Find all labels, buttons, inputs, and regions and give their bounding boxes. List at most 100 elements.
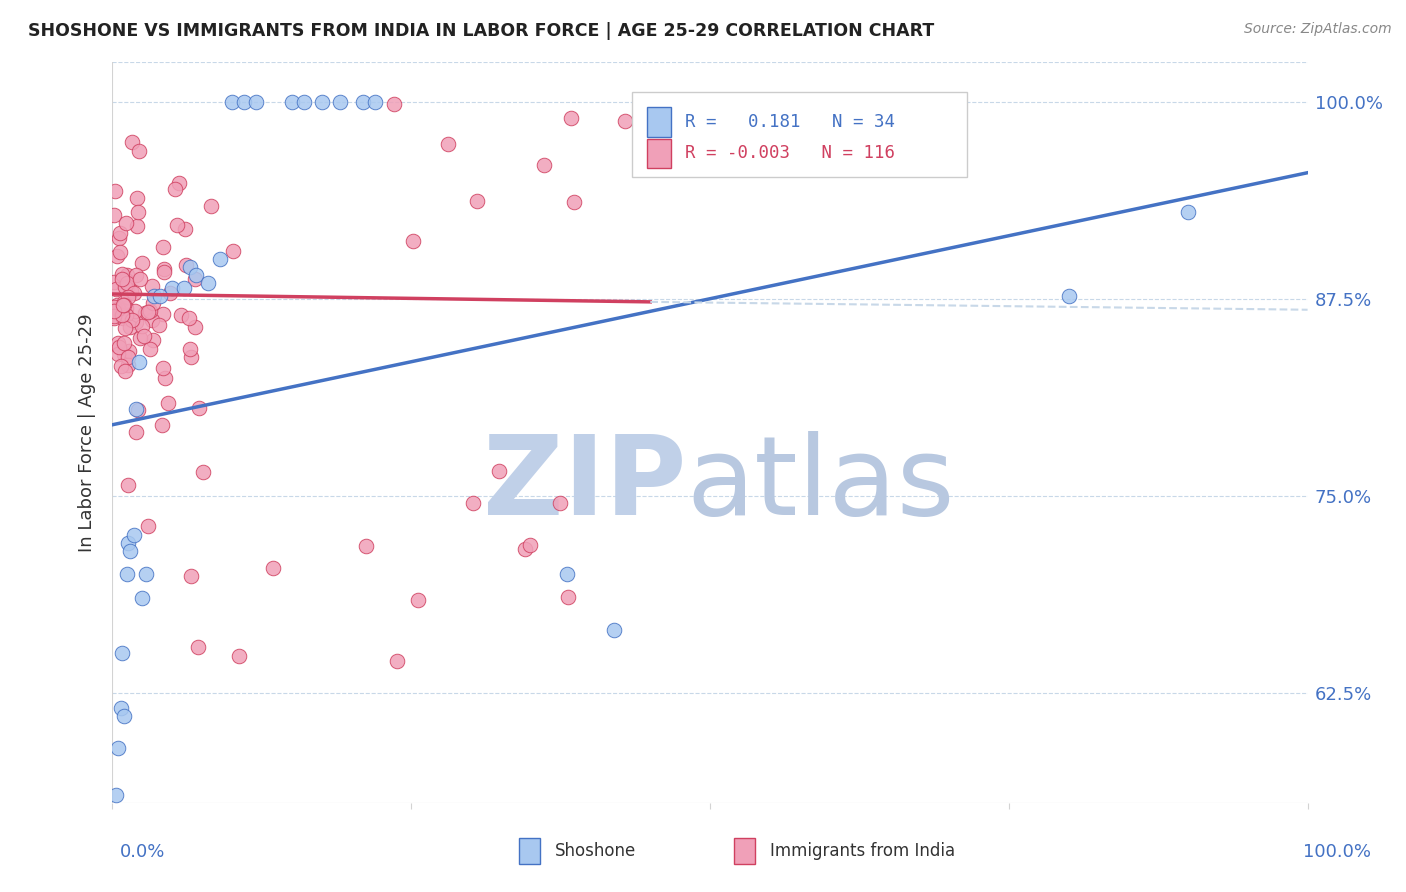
- Text: Source: ZipAtlas.com: Source: ZipAtlas.com: [1244, 22, 1392, 37]
- Point: [354, 539, 377, 553]
- Point: [115, 216, 138, 230]
- Point: [120, 543, 142, 558]
- Point: [233, 95, 256, 109]
- Point: [131, 319, 153, 334]
- Point: [142, 334, 165, 348]
- Point: [179, 343, 201, 357]
- Point: [114, 308, 136, 322]
- Text: R = -0.003   N = 116: R = -0.003 N = 116: [685, 145, 896, 162]
- Point: [402, 234, 425, 248]
- Point: [111, 646, 134, 660]
- Text: 0.0%: 0.0%: [120, 843, 165, 861]
- Point: [560, 112, 582, 126]
- Text: atlas: atlas: [686, 431, 955, 538]
- FancyBboxPatch shape: [734, 838, 755, 863]
- Point: [519, 538, 541, 552]
- Point: [108, 340, 131, 354]
- Point: [152, 307, 174, 321]
- Point: [129, 272, 152, 286]
- Point: [124, 303, 146, 318]
- Point: [387, 654, 409, 668]
- Point: [152, 240, 174, 254]
- Text: Shoshone: Shoshone: [555, 842, 636, 860]
- Point: [187, 640, 209, 654]
- Point: [166, 218, 188, 232]
- Point: [408, 593, 430, 607]
- Point: [115, 301, 138, 316]
- Point: [159, 286, 181, 301]
- Point: [150, 418, 173, 433]
- Point: [613, 114, 636, 128]
- Point: [114, 347, 136, 361]
- Text: SHOSHONE VS IMMIGRANTS FROM INDIA IN LABOR FORCE | AGE 25-29 CORRELATION CHART: SHOSHONE VS IMMIGRANTS FROM INDIA IN LAB…: [28, 22, 935, 40]
- Point: [352, 95, 374, 109]
- Point: [112, 294, 135, 309]
- Point: [105, 788, 128, 802]
- Point: [117, 290, 139, 304]
- Point: [200, 199, 222, 213]
- Point: [103, 301, 125, 315]
- Point: [107, 335, 129, 350]
- Point: [108, 245, 131, 260]
- Point: [107, 740, 129, 755]
- Point: [111, 272, 134, 286]
- Point: [364, 95, 387, 109]
- Point: [128, 355, 150, 369]
- Point: [118, 343, 141, 358]
- Point: [111, 298, 134, 312]
- Point: [114, 709, 135, 723]
- Point: [191, 465, 214, 479]
- Point: [110, 701, 132, 715]
- Text: ZIP: ZIP: [482, 431, 686, 538]
- Point: [382, 97, 405, 112]
- Point: [125, 425, 148, 439]
- Point: [141, 278, 163, 293]
- Point: [103, 208, 125, 222]
- Point: [136, 519, 159, 533]
- Point: [143, 288, 166, 302]
- Point: [103, 275, 125, 289]
- Point: [281, 95, 304, 109]
- Point: [184, 319, 207, 334]
- Point: [104, 282, 127, 296]
- Point: [125, 402, 148, 417]
- Point: [115, 273, 138, 287]
- Point: [127, 204, 149, 219]
- Point: [117, 477, 139, 491]
- Point: [103, 184, 125, 198]
- Text: 100.0%: 100.0%: [1303, 843, 1371, 861]
- Point: [121, 135, 143, 149]
- Point: [186, 268, 208, 282]
- Point: [122, 528, 145, 542]
- Point: [127, 403, 149, 417]
- Point: [125, 219, 148, 234]
- Point: [221, 244, 243, 258]
- Point: [180, 569, 202, 583]
- Point: [103, 304, 125, 318]
- Point: [148, 318, 170, 332]
- Point: [111, 311, 134, 326]
- Point: [221, 95, 243, 109]
- Point: [110, 227, 132, 241]
- Point: [131, 591, 153, 605]
- Point: [141, 312, 163, 326]
- FancyBboxPatch shape: [633, 92, 967, 178]
- Point: [228, 649, 250, 664]
- Point: [117, 268, 139, 282]
- Point: [107, 249, 129, 263]
- Point: [183, 271, 205, 285]
- Point: [157, 396, 180, 410]
- Text: Immigrants from India: Immigrants from India: [770, 842, 955, 860]
- Point: [105, 298, 128, 312]
- Point: [115, 276, 138, 290]
- Point: [176, 258, 198, 272]
- Point: [149, 288, 172, 302]
- Y-axis label: In Labor Force | Age 25-29: In Labor Force | Age 25-29: [77, 313, 96, 552]
- FancyBboxPatch shape: [647, 107, 671, 136]
- Point: [564, 195, 586, 210]
- Point: [139, 303, 162, 318]
- Point: [436, 136, 458, 151]
- Point: [128, 145, 150, 159]
- Point: [115, 567, 138, 582]
- Point: [152, 360, 174, 375]
